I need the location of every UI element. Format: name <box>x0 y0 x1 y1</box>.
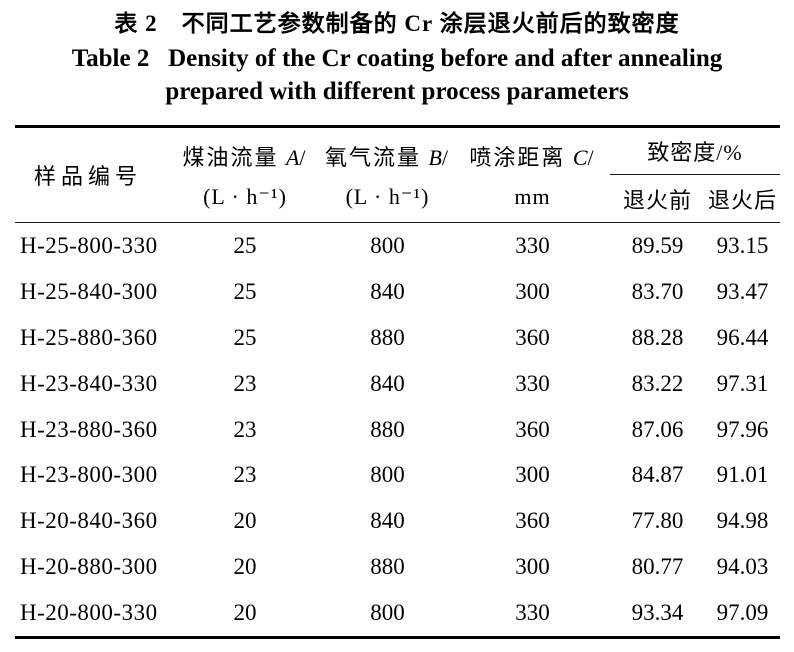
cell-density-after: 97.96 <box>716 416 769 442</box>
cell-density-before: 89.59 <box>631 232 684 258</box>
table-caption: 表 2 不同工艺参数制备的 Cr 涂层退火前后的致密度 Table 2 Dens… <box>0 0 794 108</box>
cell-oxygen-flow: 800 <box>370 600 405 626</box>
cell-kerosene-flow: 20 <box>233 600 257 626</box>
table-row: H-23-880-360 23 880 360 87.06 97.96 <box>15 407 780 453</box>
cell-kerosene-flow: 20 <box>233 508 257 534</box>
cell-oxygen-flow: 880 <box>370 554 405 580</box>
cell-oxygen-flow: 880 <box>370 324 405 350</box>
header-oxygen-prefix: 氧气流量 <box>324 145 429 170</box>
cell-kerosene-flow: 25 <box>233 278 257 304</box>
header-after-annealing: 退火后 <box>707 187 777 213</box>
table-caption-en-line2: prepared with different process paramete… <box>165 78 629 105</box>
cell-spray-distance: 360 <box>515 324 550 350</box>
cell-density-after: 93.15 <box>716 232 769 258</box>
cell-sample-id: H-20-840-360 <box>20 508 158 534</box>
cell-spray-distance: 300 <box>515 554 550 580</box>
table-caption-en-line1: Table 2 Density of the Cr coating before… <box>71 45 723 72</box>
header-spray-distance-unit: mm <box>514 184 551 209</box>
cell-spray-distance: 330 <box>515 370 550 396</box>
cell-density-after: 94.98 <box>716 508 769 534</box>
cell-kerosene-flow: 23 <box>233 416 257 442</box>
header-kerosene-unit: (L · h⁻¹) <box>203 184 287 209</box>
header-density-group: 致密度/% <box>610 128 780 175</box>
cell-density-after: 93.47 <box>716 278 769 304</box>
cell-spray-distance: 330 <box>515 232 550 258</box>
header-before-annealing: 退火前 <box>622 187 692 213</box>
cell-spray-distance: 300 <box>515 278 550 304</box>
header-spray-distance: 喷涂距离 C/ mm <box>455 128 610 222</box>
cell-kerosene-flow: 23 <box>233 462 257 488</box>
data-table: 样品编号 煤油流量 A/ (L · h⁻¹) 氧气流量 B/ (L · h⁻¹)… <box>15 125 780 640</box>
header-kerosene-slash: / <box>299 145 308 170</box>
cell-density-after: 97.09 <box>716 600 769 626</box>
table-row: H-25-880-360 25 880 360 88.28 96.44 <box>15 315 780 361</box>
cell-density-before: 83.22 <box>631 370 684 396</box>
header-oxygen-flow: 氧气流量 B/ (L · h⁻¹) <box>320 128 455 222</box>
cell-density-before: 93.34 <box>631 600 684 626</box>
header-oxygen-flow-label: 氧气流量 B/ <box>325 140 450 172</box>
table-row: H-25-800-330 25 800 330 89.59 93.15 <box>15 223 780 269</box>
header-oxygen-slash: / <box>441 145 451 170</box>
cell-sample-id: H-20-800-330 <box>20 600 158 626</box>
cell-sample-id: H-23-880-360 <box>20 416 158 442</box>
cell-kerosene-flow: 25 <box>233 232 257 258</box>
header-distance-prefix: 喷涂距离 <box>469 145 573 170</box>
cell-density-after: 91.01 <box>716 462 769 488</box>
cell-density-before: 84.87 <box>631 462 684 488</box>
header-distance-slash: / <box>587 145 596 170</box>
cell-density-before: 77.80 <box>631 508 684 534</box>
cell-kerosene-flow: 20 <box>233 554 257 580</box>
cell-kerosene-flow: 23 <box>233 370 257 396</box>
cell-density-after: 94.03 <box>716 554 769 580</box>
cell-spray-distance: 300 <box>515 462 550 488</box>
table-row: H-20-880-300 20 880 300 80.77 94.03 <box>15 544 780 590</box>
cell-sample-id: H-23-840-330 <box>20 370 158 396</box>
cell-sample-id: H-25-800-330 <box>20 232 158 258</box>
cell-sample-id: H-20-880-300 <box>20 554 158 580</box>
cell-density-after: 97.31 <box>716 370 769 396</box>
header-kerosene-variable: A <box>285 145 300 170</box>
cell-oxygen-flow: 880 <box>370 416 405 442</box>
table-row: H-20-800-330 20 800 330 93.34 97.09 <box>15 590 780 636</box>
header-sample-id: 样品编号 <box>34 164 143 189</box>
table-row: H-20-840-360 20 840 360 77.80 94.98 <box>15 498 780 544</box>
cell-density-before: 88.28 <box>631 324 684 350</box>
cell-oxygen-flow: 840 <box>370 278 405 304</box>
header-oxygen-variable: B <box>428 145 442 170</box>
cell-density-before: 83.70 <box>631 278 684 304</box>
cell-spray-distance: 330 <box>515 600 550 626</box>
cell-density-before: 87.06 <box>631 416 684 442</box>
table-caption-zh: 表 2 不同工艺参数制备的 Cr 涂层退火前后的致密度 <box>114 11 680 36</box>
table-row: H-23-840-330 23 840 330 83.22 97.31 <box>15 361 780 407</box>
header-distance-variable: C <box>572 145 588 170</box>
cell-oxygen-flow: 840 <box>370 370 405 396</box>
header-oxygen-unit: (L · h⁻¹) <box>345 184 430 209</box>
header-kerosene-flow-label: 煤油流量 A/ <box>182 140 307 172</box>
cell-sample-id: H-25-840-300 <box>20 278 158 304</box>
header-spray-distance-label: 喷涂距离 C/ <box>469 140 595 172</box>
table-row: H-25-840-300 25 840 300 83.70 93.47 <box>15 269 780 315</box>
header-kerosene-prefix: 煤油流量 <box>182 145 286 170</box>
cell-density-before: 80.77 <box>631 554 684 580</box>
table-row: H-23-800-300 23 800 300 84.87 91.01 <box>15 452 780 498</box>
table-header: 样品编号 煤油流量 A/ (L · h⁻¹) 氧气流量 B/ (L · h⁻¹)… <box>15 125 780 223</box>
cell-spray-distance: 360 <box>515 508 550 534</box>
cell-spray-distance: 360 <box>515 416 550 442</box>
cell-oxygen-flow: 840 <box>370 508 405 534</box>
cell-oxygen-flow: 800 <box>370 462 405 488</box>
cell-sample-id: H-25-880-360 <box>20 324 158 350</box>
header-kerosene-flow: 煤油流量 A/ (L · h⁻¹) <box>170 128 320 222</box>
cell-density-after: 96.44 <box>716 324 769 350</box>
cell-sample-id: H-23-800-300 <box>20 462 158 488</box>
cell-oxygen-flow: 800 <box>370 232 405 258</box>
table-body: H-25-800-330 25 800 330 89.59 93.15 H-25… <box>15 223 780 640</box>
cell-kerosene-flow: 25 <box>233 324 257 350</box>
